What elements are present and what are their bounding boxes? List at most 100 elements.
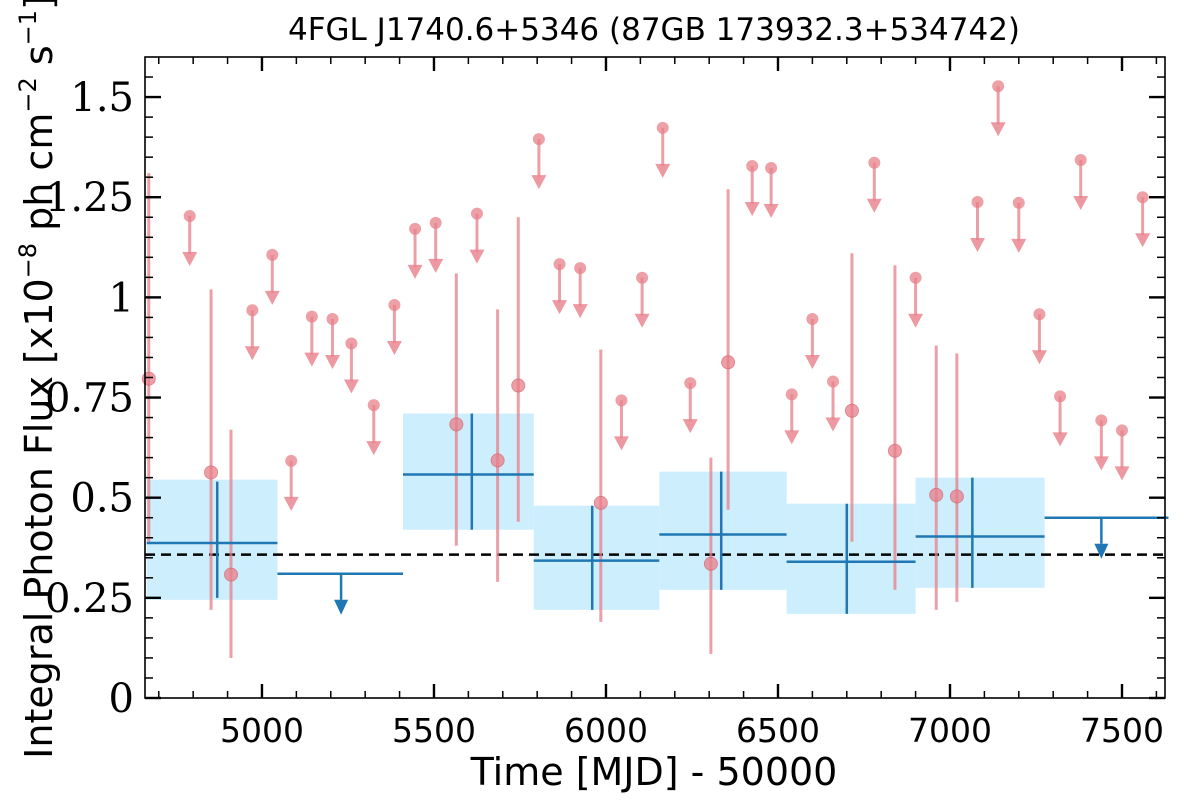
- fine-upper-limit-point: [574, 262, 587, 275]
- fine-upper-limit-arrow: [825, 417, 841, 432]
- fine-upper-limit-point: [305, 310, 318, 323]
- fine-point: [703, 556, 718, 571]
- fine-point: [224, 567, 239, 582]
- fine-upper-limit-arrow: [1073, 195, 1089, 210]
- fine-upper-limit-point: [656, 121, 669, 134]
- y-tick-label: 1.5: [70, 75, 134, 121]
- fine-upper-limit-point: [1054, 390, 1067, 403]
- fine-upper-limit-point: [868, 156, 881, 169]
- fine-upper-limit-point: [909, 271, 922, 284]
- fine-upper-limit-point: [429, 216, 442, 229]
- x-tick-label: 6500: [736, 711, 820, 750]
- fine-upper-limit-point: [992, 80, 1005, 93]
- fine-upper-limit-point: [345, 337, 358, 350]
- fine-upper-limit-point: [1033, 308, 1046, 321]
- fine-point: [929, 487, 944, 502]
- coarse-bin-band: [659, 471, 787, 590]
- fine-upper-limit-arrow: [763, 203, 779, 218]
- fine-upper-limit-arrow: [407, 264, 423, 279]
- fine-upper-limit-arrow: [655, 163, 671, 178]
- fine-upper-limit-arrow: [469, 249, 485, 264]
- fine-point: [721, 355, 736, 370]
- fine-upper-limit-arrow: [552, 300, 568, 315]
- fine-point: [490, 453, 505, 468]
- y-tick-label: 0.25: [45, 576, 134, 622]
- fine-upper-limit-arrow: [866, 198, 882, 213]
- fine-upper-limit-point: [684, 377, 697, 390]
- coarse-bin-band: [403, 413, 534, 530]
- fine-upper-limit-point: [1115, 424, 1128, 437]
- x-tick-label: 5500: [392, 711, 476, 750]
- fine-upper-limit-arrow: [908, 313, 924, 328]
- coarse-bin-series: [146, 413, 1169, 615]
- fine-upper-limit-point: [532, 133, 545, 146]
- fine-upper-limit-arrow: [244, 346, 260, 361]
- coarse-bin-bands: [146, 413, 1045, 614]
- fine-upper-limit-arrow: [283, 496, 299, 511]
- fine-bin-series: [141, 80, 1151, 658]
- fine-upper-limit-point: [388, 298, 401, 311]
- fine-upper-limit-arrow: [784, 430, 800, 445]
- fine-point: [204, 465, 219, 480]
- x-tick-label: 7500: [1080, 711, 1164, 750]
- fine-upper-limit-arrow: [744, 201, 760, 216]
- fine-upper-limit-arrow: [804, 355, 820, 370]
- fine-upper-limit-arrow: [264, 290, 280, 305]
- fine-upper-limit-point: [1074, 153, 1087, 166]
- fine-upper-limit-point: [470, 207, 483, 220]
- fine-upper-limit-arrow: [1114, 466, 1130, 481]
- y-tick-label: 1.25: [45, 175, 134, 221]
- y-tick-label: 0.5: [70, 476, 134, 522]
- fine-upper-limit-arrow: [572, 304, 588, 319]
- fine-upper-limit-point: [785, 388, 798, 401]
- fine-upper-limit-arrow: [1031, 350, 1047, 365]
- fine-upper-limit-arrow: [428, 258, 444, 273]
- fine-upper-limit-arrow: [1011, 238, 1027, 253]
- y-tick-label: 1: [109, 275, 134, 321]
- fine-upper-limit-point: [971, 196, 984, 209]
- x-tick-label: 5000: [220, 711, 304, 750]
- fine-upper-limit-arrow: [682, 419, 698, 434]
- fine-upper-limit-point: [1136, 191, 1149, 204]
- y-tick-label: 0.75: [45, 376, 134, 422]
- fine-upper-limit-arrow: [1093, 456, 1109, 471]
- x-tick-label: 7000: [908, 711, 992, 750]
- fine-upper-limit-point: [615, 394, 628, 407]
- axis-ticks: [145, 57, 1165, 700]
- y-axis-label: Integral Photon Flux [x10−8 ph cm−2 s−1]: [14, 0, 61, 759]
- fine-point: [949, 489, 964, 504]
- fine-upper-limit-point: [765, 161, 778, 174]
- fine-upper-limit-point: [1012, 196, 1025, 209]
- coarse-upper-limit-arrow: [1094, 543, 1109, 559]
- fine-upper-limit-point: [326, 313, 339, 326]
- fine-upper-limit-point: [1095, 414, 1108, 427]
- fine-upper-limit-arrow: [1135, 233, 1151, 248]
- coarse-upper-limit-arrow: [334, 599, 349, 615]
- fine-upper-limit-point: [183, 210, 196, 223]
- fine-upper-limit-arrow: [1052, 432, 1068, 447]
- fine-upper-limit-point: [553, 258, 566, 271]
- fine-upper-limit-arrow: [343, 379, 359, 394]
- x-axis-label: Time [MJD] - 50000: [470, 750, 838, 794]
- coarse-bin-band: [533, 505, 660, 610]
- fine-upper-limit-point: [806, 313, 819, 326]
- fine-upper-limit-arrow: [182, 252, 198, 267]
- fine-point: [511, 378, 526, 393]
- fine-upper-limit-arrow: [634, 313, 650, 328]
- fine-upper-limit-arrow: [366, 441, 382, 456]
- fine-upper-limit-point: [246, 304, 259, 317]
- fine-upper-limit-arrow: [531, 175, 547, 190]
- fine-upper-limit-arrow: [304, 352, 320, 367]
- fine-upper-limit-arrow: [990, 122, 1006, 137]
- y-tick-label: 0: [109, 676, 134, 722]
- fine-upper-limit-point: [827, 375, 840, 388]
- fine-upper-limit-arrow: [324, 355, 340, 370]
- fine-point: [887, 443, 902, 458]
- fine-upper-limit-arrow: [613, 436, 629, 451]
- chart-title: 4FGL J1740.6+5346 (87GB 173932.3+534742): [288, 12, 1020, 48]
- fine-upper-limit-point: [266, 248, 279, 261]
- fine-point: [449, 417, 464, 432]
- fine-point: [844, 403, 859, 418]
- fine-point: [593, 495, 608, 510]
